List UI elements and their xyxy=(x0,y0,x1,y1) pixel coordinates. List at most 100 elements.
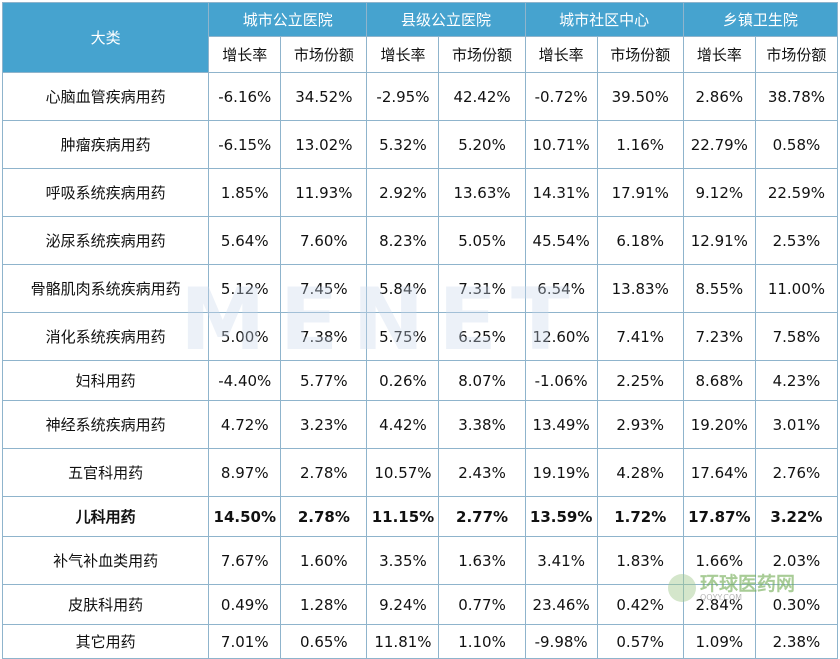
market-share-cell: 42.42% xyxy=(438,72,526,121)
growth-rate-cell: 5.64% xyxy=(208,216,282,265)
market-share-cell: 11.93% xyxy=(280,168,368,217)
market-share-cell: 13.83% xyxy=(596,264,684,313)
category-cell: 补气补血类用药 xyxy=(1,536,210,585)
subheader-growth: 增长率 xyxy=(208,36,282,73)
market-share-cell: 34.52% xyxy=(280,72,368,121)
growth-rate-cell: 13.49% xyxy=(524,400,598,449)
table-row: 妇科用药 -4.40% 5.77% 0.26% 8.07% -1.06% 2.25% 8.68… xyxy=(1,360,839,401)
header-category: 大类 xyxy=(1,2,210,73)
market-share-cell: 5.20% xyxy=(438,120,526,169)
subheader-growth: 增长率 xyxy=(524,36,598,73)
market-share-cell: 38.78% xyxy=(754,72,839,121)
growth-rate-cell: 2.84% xyxy=(682,584,756,625)
market-share-cell: 6.25% xyxy=(438,312,526,361)
category-cell: 泌尿系统疾病用药 xyxy=(1,216,210,265)
market-share-cell: 8.07% xyxy=(438,360,526,401)
growth-rate-cell: 10.71% xyxy=(524,120,598,169)
growth-rate-cell: 17.64% xyxy=(682,448,756,497)
market-share-cell: 2.78% xyxy=(280,496,368,537)
market-share-cell: 0.58% xyxy=(754,120,839,169)
growth-rate-cell: 19.20% xyxy=(682,400,756,449)
category-cell: 骨骼肌肉系统疾病用药 xyxy=(1,264,210,313)
growth-rate-cell: 23.46% xyxy=(524,584,598,625)
growth-rate-cell: 22.79% xyxy=(682,120,756,169)
growth-rate-cell: 7.67% xyxy=(208,536,282,585)
growth-rate-cell: 7.01% xyxy=(208,624,282,659)
table-row: 神经系统疾病用药 4.72% 3.23% 4.42% 3.38% 13.49% 2.93% 1… xyxy=(1,400,839,449)
market-share-cell: 11.00% xyxy=(754,264,839,313)
growth-rate-cell: -6.16% xyxy=(208,72,282,121)
growth-rate-cell: 11.81% xyxy=(366,624,440,659)
table-row: 其它用药 7.01% 0.65% 11.81% 1.10% -9.98% 0.57% 1.09… xyxy=(1,624,839,659)
market-share-cell: 0.57% xyxy=(596,624,684,659)
market-share-cell: 7.31% xyxy=(438,264,526,313)
growth-rate-cell: 12.60% xyxy=(524,312,598,361)
market-share-cell: 7.60% xyxy=(280,216,368,265)
header-group-community-center: 城市社区中心 xyxy=(524,2,684,37)
table-row: 呼吸系统疾病用药 1.85% 11.93% 2.92% 13.63% 14.31% 17.9… xyxy=(1,168,839,217)
growth-rate-cell: 8.68% xyxy=(682,360,756,401)
market-share-cell: 3.01% xyxy=(754,400,839,449)
growth-rate-cell: 8.23% xyxy=(366,216,440,265)
category-cell: 神经系统疾病用药 xyxy=(1,400,210,449)
growth-rate-cell: 3.41% xyxy=(524,536,598,585)
market-share-cell: 3.38% xyxy=(438,400,526,449)
market-share-cell: 2.25% xyxy=(596,360,684,401)
market-share-cell: 0.65% xyxy=(280,624,368,659)
growth-rate-cell: 17.87% xyxy=(682,496,756,537)
growth-rate-cell: 13.59% xyxy=(524,496,598,537)
market-share-cell: 4.28% xyxy=(596,448,684,497)
growth-rate-cell: 5.75% xyxy=(366,312,440,361)
subheader-growth: 增长率 xyxy=(366,36,440,73)
market-share-cell: 2.93% xyxy=(596,400,684,449)
growth-rate-cell: 5.84% xyxy=(366,264,440,313)
subheader-share: 市场份额 xyxy=(596,36,684,73)
category-cell: 心脑血管疾病用药 xyxy=(1,72,210,121)
table-row: 消化系统疾病用药 5.00% 7.38% 5.75% 6.25% 12.60% 7.41% 7… xyxy=(1,312,839,361)
market-share-cell: 1.63% xyxy=(438,536,526,585)
growth-rate-cell: 19.19% xyxy=(524,448,598,497)
growth-rate-cell: 14.31% xyxy=(524,168,598,217)
growth-rate-cell: 1.66% xyxy=(682,536,756,585)
growth-rate-cell: 9.24% xyxy=(366,584,440,625)
category-cell: 肿瘤疾病用药 xyxy=(1,120,210,169)
market-share-cell: 2.03% xyxy=(754,536,839,585)
growth-rate-cell: -1.06% xyxy=(524,360,598,401)
growth-rate-cell: 0.49% xyxy=(208,584,282,625)
market-share-cell: 2.78% xyxy=(280,448,368,497)
market-share-cell: 2.76% xyxy=(754,448,839,497)
growth-rate-cell: 12.91% xyxy=(682,216,756,265)
header-group-county-hospital: 县级公立医院 xyxy=(366,2,526,37)
market-share-cell: 6.18% xyxy=(596,216,684,265)
market-share-cell: 7.45% xyxy=(280,264,368,313)
table-row: 皮肤科用药 0.49% 1.28% 9.24% 0.77% 23.46% 0.42% 2.84… xyxy=(1,584,839,625)
growth-rate-cell: -2.95% xyxy=(366,72,440,121)
market-share-cell: 0.77% xyxy=(438,584,526,625)
market-share-cell: 5.05% xyxy=(438,216,526,265)
growth-rate-cell: 45.54% xyxy=(524,216,598,265)
growth-rate-cell: -4.40% xyxy=(208,360,282,401)
growth-rate-cell: 11.15% xyxy=(366,496,440,537)
market-share-cell: 0.30% xyxy=(754,584,839,625)
market-share-cell: 22.59% xyxy=(754,168,839,217)
market-share-cell: 2.43% xyxy=(438,448,526,497)
market-share-cell: 7.58% xyxy=(754,312,839,361)
growth-rate-cell: 8.55% xyxy=(682,264,756,313)
market-share-cell: 17.91% xyxy=(596,168,684,217)
growth-rate-cell: -9.98% xyxy=(524,624,598,659)
subheader-share: 市场份额 xyxy=(754,36,839,73)
growth-rate-cell: 0.26% xyxy=(366,360,440,401)
market-share-cell: 39.50% xyxy=(596,72,684,121)
growth-rate-cell: -6.15% xyxy=(208,120,282,169)
market-share-cell: 3.22% xyxy=(754,496,839,537)
market-share-cell: 7.41% xyxy=(596,312,684,361)
market-share-cell: 3.23% xyxy=(280,400,368,449)
table-row: 肿瘤疾病用药 -6.15% 13.02% 5.32% 5.20% 10.71% 1.16% 2… xyxy=(1,120,839,169)
growth-rate-cell: 9.12% xyxy=(682,168,756,217)
market-share-cell: 13.63% xyxy=(438,168,526,217)
growth-rate-cell: 4.72% xyxy=(208,400,282,449)
subheader-growth: 增长率 xyxy=(682,36,756,73)
market-share-cell: 2.53% xyxy=(754,216,839,265)
growth-rate-cell: 6.54% xyxy=(524,264,598,313)
